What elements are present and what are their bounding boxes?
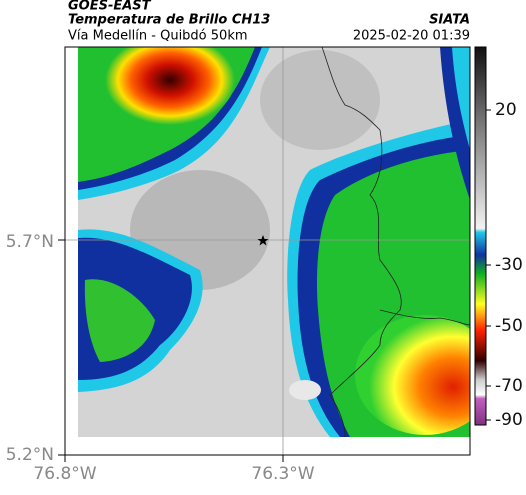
colorbar-tick-label: -30	[495, 255, 523, 275]
title: Temperatura de Brillo CH13	[68, 13, 270, 28]
colorbar-tick-label: -90	[495, 410, 523, 430]
colorbar-tick-label: -70	[495, 376, 523, 396]
location-star	[257, 235, 269, 246]
colorbar-tick-label: 20	[495, 100, 517, 120]
colorbar-tick-label: -50	[495, 316, 523, 336]
colorbar	[474, 46, 487, 426]
borders	[321, 46, 471, 438]
colorbar-ticks: 20 -30 -50 -70 -90	[486, 100, 523, 430]
source: SIATA	[429, 13, 470, 28]
lon-label: 76.3°W	[251, 464, 314, 484]
lon-label: 76.8°W	[33, 464, 96, 484]
crosshair	[65, 47, 470, 455]
timestamp: 2025-02-20 01:39	[353, 29, 470, 44]
satellite: GOES-EAST	[68, 0, 152, 14]
map-frame	[64, 46, 471, 456]
satellite-image	[78, 47, 470, 437]
lat-label: 5.2°N	[6, 445, 54, 465]
subtitle: Vía Medellín - Quibdó 50km	[68, 29, 248, 44]
lat-label: 5.7°N	[6, 232, 54, 252]
